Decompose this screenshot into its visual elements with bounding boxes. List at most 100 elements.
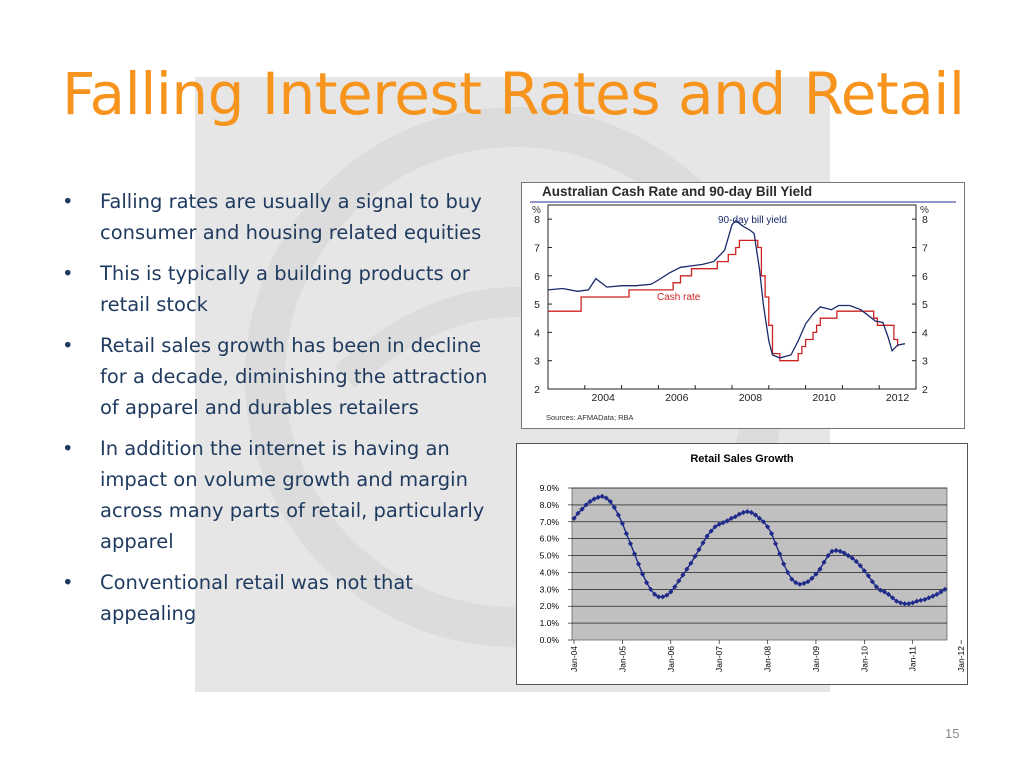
data-point-marker — [853, 558, 859, 565]
retail-sales-chart-svg: Retail Sales Growth 9.0% 8.0% 7.0% 6.0% 5.0%… — [540, 453, 967, 672]
chart-title: Australian Cash Rate and 90-day Bill Yie… — [542, 184, 812, 199]
series-line-90-day-bill-yield — [547, 219, 906, 359]
data-point-marker — [837, 548, 843, 554]
y-tick-label: 4.0% — [540, 567, 560, 577]
y-tick-label-right: 5 — [922, 299, 928, 311]
data-point-marker — [785, 569, 791, 575]
page-number: 15 — [945, 726, 960, 741]
data-point-marker — [813, 571, 819, 577]
y-tick-label-right: 7 — [922, 242, 928, 254]
y-tick-label: 5.0% — [540, 551, 560, 561]
bullet-dot-icon: • — [62, 262, 74, 285]
data-point-marker — [877, 587, 884, 593]
y-unit-left: % — [532, 205, 541, 216]
cash-rate-label: Cash rate — [657, 292, 701, 303]
y-tick-label: 2.0% — [540, 601, 560, 611]
data-point-marker — [752, 512, 759, 518]
data-point-marker — [861, 568, 867, 574]
x-tick-label: 2004 — [592, 392, 616, 404]
data-point-marker — [821, 559, 827, 565]
x-tick-label: Jan-10 — [859, 646, 869, 672]
bullet-text: In addition the internet is having an im… — [100, 437, 485, 553]
bullet-text: Falling rates are usually a signal to bu… — [100, 190, 482, 244]
chart-title: Retail Sales Growth — [690, 453, 794, 465]
data-point-marker — [575, 510, 581, 516]
data-point-marker — [930, 593, 936, 599]
slide-title: Falling Interest Rates and Retail — [62, 60, 965, 128]
x-tick-label: Jan-11 — [908, 646, 918, 672]
y-unit-right: % — [920, 205, 929, 216]
data-point-marker — [894, 598, 900, 604]
data-point-marker — [680, 572, 686, 578]
bullet-dot-icon: • — [62, 334, 74, 357]
x-tick-label: 2006 — [665, 392, 689, 404]
x-tick-label: Jan-06 — [666, 646, 676, 672]
y-tick-label: 6.0% — [540, 534, 560, 544]
data-point-marker — [627, 541, 634, 547]
data-point-marker — [825, 553, 831, 559]
data-point-marker — [914, 598, 920, 604]
data-point-marker — [607, 498, 613, 505]
bullet-dot-icon: • — [62, 437, 74, 460]
y-tick-label-right: 2 — [922, 384, 928, 396]
bullet-text: Retail sales growth has been in decline … — [100, 334, 488, 419]
data-point-marker — [789, 576, 795, 582]
bullet-item: • Retail sales growth has been in decline… — [62, 330, 507, 423]
x-tick-label: Jan-08 — [763, 646, 773, 672]
data-point-marker — [833, 547, 839, 554]
data-point-marker — [777, 551, 783, 557]
data-point-marker — [910, 600, 916, 606]
y-tick-label-right: 8 — [922, 214, 928, 226]
y-tick-label-left: 5 — [534, 299, 540, 311]
data-point-marker — [760, 519, 767, 525]
data-point-marker — [922, 596, 928, 603]
data-point-marker — [591, 496, 597, 502]
bullet-list: • Falling rates are usually a signal to b… — [62, 186, 507, 639]
data-point-marker — [918, 597, 924, 603]
data-point-marker — [849, 555, 855, 561]
data-point-marker — [906, 601, 912, 607]
cash-rate-chart-svg: Australian Cash Rate and 90-day Bill Yie… — [530, 184, 956, 422]
data-point-marker — [635, 561, 642, 567]
data-point-marker — [587, 498, 593, 505]
series-line-cash-rate — [548, 239, 899, 362]
x-tick-label: 2012 — [886, 392, 910, 404]
y-tick-label-left: 6 — [534, 271, 540, 283]
bullet-text: Conventional retail was not that appeali… — [100, 571, 413, 625]
bullet-item: • Conventional retail was not that appeal… — [62, 567, 507, 629]
data-point-marker — [845, 553, 851, 559]
retail-sales-chart: Retail Sales Growth 9.0% 8.0% 7.0% 6.0% 5.0%… — [516, 443, 968, 685]
y-tick-label-right: 6 — [922, 271, 928, 283]
data-point-marker — [869, 579, 875, 585]
data-point-marker — [805, 579, 811, 585]
y-tick-label-left: 8 — [534, 214, 540, 226]
chart-source: Sources: AFMAData; RBA — [546, 413, 634, 422]
y-tick-label-right: 3 — [922, 356, 928, 368]
y-tick-label-left: 4 — [534, 327, 540, 339]
data-point-marker — [664, 592, 670, 598]
x-tick-label: Jan-04 — [569, 646, 579, 672]
bullet-item: • Falling rates are usually a signal to b… — [62, 186, 507, 248]
y-tick-label-left: 3 — [534, 356, 540, 368]
y-tick-label: 0.0% — [540, 635, 560, 645]
x-tick-label: Jan-05 — [617, 646, 627, 672]
x-tick-label: Jan-09 — [811, 646, 821, 672]
data-point-marker — [773, 541, 779, 547]
y-tick-label: 3.0% — [540, 584, 560, 594]
x-tick-label: 2010 — [812, 392, 836, 404]
y-tick-label-left: 2 — [534, 384, 540, 396]
data-point-marker — [857, 563, 863, 569]
data-point-marker — [781, 561, 787, 567]
data-point-marker — [797, 581, 803, 587]
y-tick-label: 7.0% — [540, 517, 560, 527]
x-tick-label: 2008 — [739, 392, 763, 404]
data-point-marker — [902, 601, 908, 607]
bullet-item: • This is typically a building products o… — [62, 258, 507, 320]
y-tick-label: 8.0% — [540, 500, 560, 510]
data-point-marker — [841, 550, 847, 556]
x-tick-label: Jan-07 — [714, 646, 724, 672]
y-tick-label-right: 4 — [922, 327, 928, 339]
y-tick-label-left: 7 — [534, 242, 540, 254]
x-tick-label: Jan-12 — [956, 646, 966, 672]
bill-yield-label: 90-day bill yield — [718, 215, 787, 226]
